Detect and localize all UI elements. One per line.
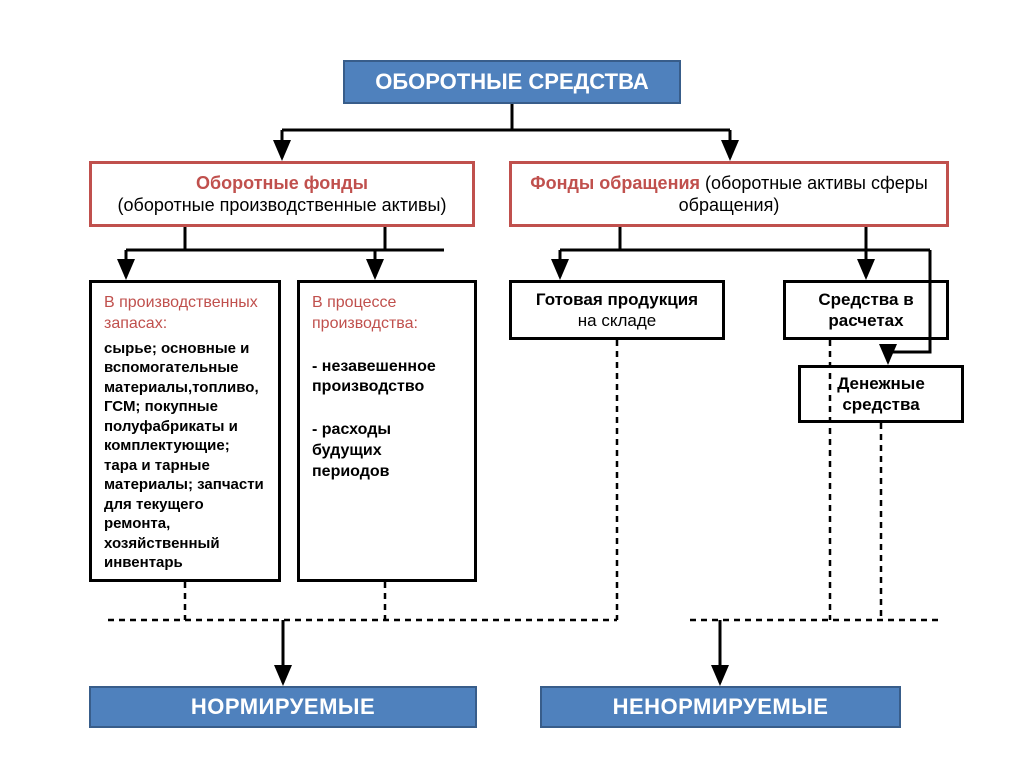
calc-box: Средства в расчетах — [783, 280, 949, 340]
money-box: Денежные средства — [798, 365, 964, 423]
bottom-left-text: НОРМИРУЕМЫЕ — [191, 693, 375, 721]
title-box: ОБОРОТНЫЕ СРЕДСТВА — [343, 60, 681, 104]
title-text: ОБОРОТНЫЕ СРЕДСТВА — [375, 68, 649, 96]
process-line1: - незавешенное производство — [312, 357, 462, 399]
ready-sub: на складе — [578, 310, 656, 331]
stocks-body: сырье; основные и вспомогательные матери… — [104, 339, 266, 573]
right-main-box: Фонды обращения (оборотные активы сферы … — [509, 161, 949, 227]
money-heading: Денежные средства — [811, 373, 951, 416]
calc-heading: Средства в расчетах — [796, 289, 936, 332]
bottom-right-box: НЕНОРМИРУЕМЫЕ — [540, 686, 901, 728]
right-main-heading: Фонды обращения — [530, 173, 700, 193]
ready-box: Готовая продукция на складе — [509, 280, 725, 340]
stocks-box: В производственных запасах: сырье; основ… — [89, 280, 281, 582]
stocks-heading: В производственных запасах: — [104, 293, 266, 335]
bottom-left-box: НОРМИРУЕМЫЕ — [89, 686, 477, 728]
left-main-box: Оборотные фонды (оборотные производствен… — [89, 161, 475, 227]
left-main-heading: Оборотные фонды — [196, 173, 368, 193]
process-box: В процессе производства: - незавешенное … — [297, 280, 477, 582]
process-heading: В процессе производства: — [312, 293, 462, 335]
process-line2: - расходы будущих периодов — [312, 420, 462, 482]
bottom-right-text: НЕНОРМИРУЕМЫЕ — [613, 693, 829, 721]
ready-heading: Готовая продукция — [536, 289, 698, 310]
left-main-sub: (оборотные производственные активы) — [118, 195, 447, 215]
right-main-sub: (оборотные активы сферы обращения) — [679, 173, 928, 216]
